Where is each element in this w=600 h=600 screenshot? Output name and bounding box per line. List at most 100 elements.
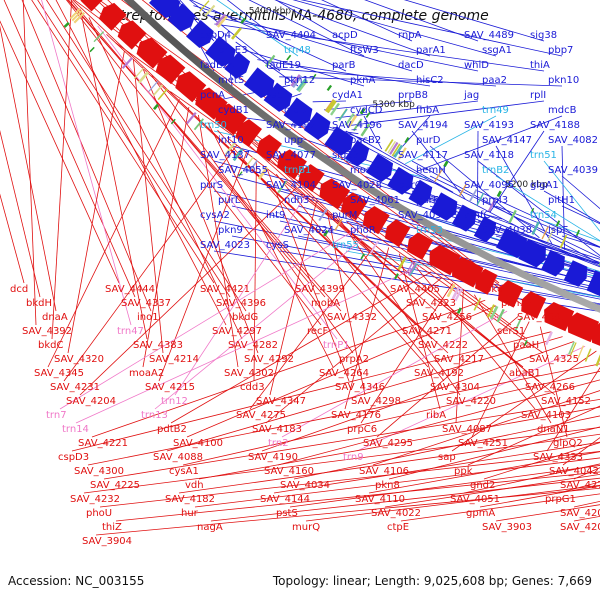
gene-label: SAV_4118 <box>464 150 514 161</box>
gene-label: prpE3 <box>218 45 248 56</box>
leader-line <box>477 190 600 248</box>
gene-label: SAV_4106 <box>359 466 409 477</box>
leader-line <box>495 145 553 245</box>
feature-tick <box>369 240 379 254</box>
gene-label: trnB2 <box>482 165 509 176</box>
gene-label: SAV_4214 <box>149 354 199 365</box>
gene-label: SAV_4256 <box>422 312 472 323</box>
gene-label: paaH <box>513 340 539 351</box>
gene-label: sig33 <box>332 150 359 161</box>
gene-arrow <box>521 291 547 319</box>
feature-tick <box>394 273 399 280</box>
gene-label: trnB1 <box>284 165 311 176</box>
leader-line <box>253 159 257 382</box>
gene-label: fhbA <box>416 105 439 116</box>
gene-label: SAV_4205 <box>560 522 600 533</box>
gene-arrow <box>283 97 313 127</box>
feature-tick <box>265 54 276 68</box>
gene-arrow <box>384 219 411 247</box>
gene-label: SAV_4332 <box>327 312 377 323</box>
leader-line <box>335 100 479 119</box>
leader-line <box>169 91 544 354</box>
gene-label: thiA <box>530 60 550 71</box>
gene-label: pkn13 <box>501 298 532 309</box>
gene-label: cspD3 <box>58 452 89 463</box>
gene-label: SAV_4051 <box>450 494 500 505</box>
gene-label: hur <box>181 508 199 519</box>
gene-arrow <box>98 2 127 31</box>
gene-arrow <box>473 216 497 243</box>
gene-label: bkdG <box>232 312 258 323</box>
leader-line <box>300 0 563 57</box>
gene-label: SAV_4034 <box>280 480 330 491</box>
gene-labels: cspD4 SAV_4404 acpD rnpA SAV_4489 sig38 prpE3 t… <box>10 30 600 547</box>
scale-label: 5300 kbp <box>372 100 415 110</box>
leader-line <box>495 504 600 522</box>
leader-line <box>66 0 322 326</box>
feature-tick <box>186 112 197 125</box>
feature-tick <box>443 160 449 168</box>
gene-label: SAV_4337 <box>121 298 171 309</box>
gene-label: phoU <box>86 508 112 519</box>
gene-label: trn49 <box>482 105 509 116</box>
gene-label: trn51 <box>530 150 557 161</box>
leader-line <box>188 0 281 72</box>
gene-label: SAV_4117 <box>398 150 448 161</box>
gene-label: hisC2 <box>416 75 444 86</box>
feature-tick <box>63 21 70 28</box>
gene-label: ssb <box>266 90 283 101</box>
gene-label: SAV_4137 <box>200 150 250 161</box>
leader-line <box>265 277 443 424</box>
gene-arrow <box>452 256 484 288</box>
gene-label: pcnA <box>200 90 225 101</box>
gene-label: SAV_4197 <box>266 120 316 131</box>
feature-tick <box>544 331 553 346</box>
leader-line <box>67 50 125 354</box>
leader-line <box>268 67 497 87</box>
leader-line <box>279 76 563 87</box>
leader-line <box>91 299 486 438</box>
leader-line <box>182 370 600 466</box>
gene-label: SAV_4275 <box>236 410 286 421</box>
gene-label: prpB8 <box>398 90 428 101</box>
gene-label: SAV_4160 <box>264 466 314 477</box>
leader-line <box>87 363 600 466</box>
leader-line <box>455 289 464 424</box>
feature-tick <box>121 57 133 70</box>
leader-line <box>345 220 600 285</box>
leader-line <box>3 0 136 298</box>
feature-tick <box>473 297 482 311</box>
gene-label: trn13 <box>141 410 168 421</box>
gene-label: sap <box>438 452 456 463</box>
gene-label: trn55 <box>332 240 359 251</box>
gene-label: SAV_4087 <box>442 424 492 435</box>
gene-label: SAV_4110 <box>355 494 405 505</box>
gene-arrow <box>149 0 181 19</box>
feature-tick <box>489 305 499 320</box>
leader-line <box>249 240 379 410</box>
leader-line <box>467 405 600 466</box>
gene-label: ftsW3 <box>350 45 379 56</box>
feature-tick <box>514 317 523 331</box>
gene-label: cspD4 <box>200 30 231 41</box>
feature-tick <box>555 220 561 227</box>
feature-tick <box>456 307 462 314</box>
leader-line <box>346 100 545 127</box>
leader-line <box>142 107 190 368</box>
gene-label: ribA <box>426 410 446 421</box>
gene-label: int9 <box>266 210 285 221</box>
feature-tick <box>93 31 105 43</box>
reverse-genes <box>80 0 600 346</box>
gene-label: SAV_4383 <box>133 340 183 351</box>
feature-tick <box>137 71 149 84</box>
feature-tick <box>240 17 246 24</box>
gene-label: SAV_4304 <box>430 382 480 393</box>
leader-line <box>79 8 148 340</box>
leader-line <box>336 215 461 396</box>
gene-label: rnpA <box>398 30 422 41</box>
leader-line <box>0 193 25 284</box>
leader-line <box>471 321 530 438</box>
gene-label: SAV_4176 <box>331 410 381 421</box>
gene-label: pstS <box>276 508 298 519</box>
feature-tick <box>296 78 307 91</box>
